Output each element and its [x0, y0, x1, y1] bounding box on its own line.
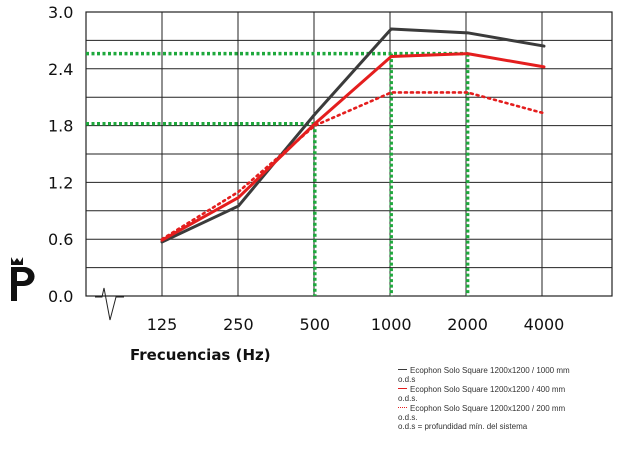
reference-lines — [86, 51, 470, 296]
legend-item-400mm-ods: o.d.s. — [398, 394, 418, 404]
x-tick-label: 2000 — [447, 315, 488, 334]
legend-item-400mm: Ecophon Solo Square 1200x1200 / 400 mm — [398, 385, 613, 394]
x-tick-label: 1000 — [371, 315, 412, 334]
x-tick-label: 250 — [223, 315, 254, 334]
y-tick-label: 0.0 — [48, 287, 73, 306]
series-line-2 — [160, 91, 546, 241]
legend-item-200mm-ods: o.d.s. — [398, 413, 418, 423]
axis-break-icon — [95, 287, 124, 321]
series-line-0 — [160, 27, 546, 244]
y-tick-label: 3.0 — [48, 3, 73, 22]
legend-label-400mm: Ecophon Solo Square 1200x1200 / 400 mm — [410, 384, 566, 394]
legend-item-1000mm: Ecophon Solo Square 1200x1200 / 1000 mm — [398, 366, 613, 375]
series-lines — [160, 27, 546, 244]
legend-item-200mm: Ecophon Solo Square 1200x1200 / 200 mm — [398, 404, 613, 413]
x-tick-label: 500 — [300, 315, 331, 334]
y-tick-label: 1.8 — [48, 117, 73, 136]
x-tick-label: 125 — [147, 315, 178, 334]
x-axis-ticks: 125 250 500 1000 2000 4000 — [147, 315, 565, 334]
legend-item-1000mm-ods: o.d.s — [398, 375, 416, 385]
legend-swatch-dotted-red — [398, 407, 407, 409]
legend-label-200mm: Ecophon Solo Square 1200x1200 / 200 mm — [410, 403, 566, 413]
legend-footnote: o.d.s = profundidad mín. del sistema — [398, 422, 528, 432]
y-axis-ticks: 3.0 2.4 1.8 1.2 0.6 0.0 — [48, 3, 73, 306]
x-tick-label: 4000 — [524, 315, 565, 334]
y-tick-label: 1.2 — [48, 173, 73, 192]
legend: Ecophon Solo Square 1200x1200 / 1000 mm … — [398, 366, 613, 432]
legend-label-1000mm: Ecophon Solo Square 1200x1200 / 1000 mm — [410, 366, 570, 375]
legend-swatch-solid-dark — [398, 369, 407, 371]
series-line-1 — [160, 52, 546, 242]
y-tick-label: 2.4 — [48, 60, 73, 79]
crowned-p-logo-icon — [11, 257, 35, 301]
x-axis-label: Frecuencias (Hz) — [130, 346, 271, 364]
absorption-chart: 3.0 2.4 1.8 1.2 0.6 0.0 125 250 500 1000 2000 4000 — [48, 3, 613, 334]
chart-grid — [85, 11, 613, 321]
legend-swatch-solid-red — [398, 388, 407, 390]
y-tick-label: 0.6 — [48, 230, 73, 249]
